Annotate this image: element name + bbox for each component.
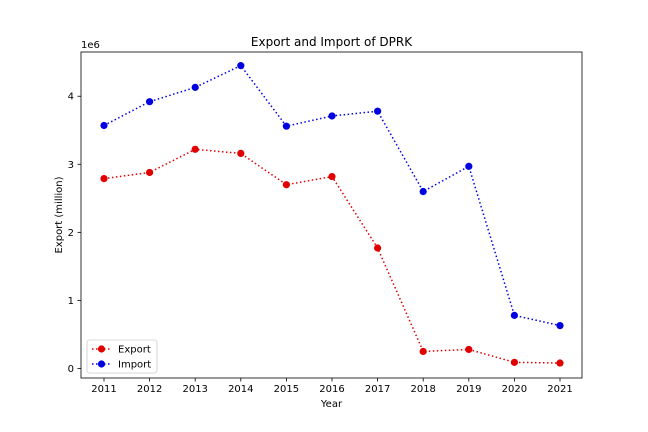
y-tick-label: 4 — [68, 92, 74, 103]
y-tick-label: 2 — [68, 228, 74, 239]
legend-marker-export — [97, 345, 106, 353]
data-point-import — [237, 62, 245, 70]
plot-frame — [80, 51, 583, 379]
x-tick-label: 2021 — [547, 384, 572, 395]
x-tick-label: 2019 — [456, 384, 481, 395]
data-point-export — [328, 172, 336, 181]
data-point-import — [374, 107, 382, 115]
data-point-export — [374, 244, 382, 252]
y-tick-label: 3 — [68, 160, 74, 171]
chart-title: Export and Import of DPRK — [251, 35, 413, 49]
x-tick-label: 2016 — [319, 384, 344, 395]
legend-label-export: Export — [118, 345, 151, 356]
data-point-import — [328, 112, 336, 120]
data-point-export — [100, 174, 108, 183]
x-tick-label: 2018 — [410, 384, 435, 395]
plot-area: 2011 2012 2013 2014 2015 2016 2017 2018 2019 2020… — [68, 51, 583, 395]
data-point-import — [282, 122, 290, 130]
data-point-import — [146, 98, 154, 106]
legend-marker-import — [97, 360, 106, 368]
x-tick-label: 2014 — [228, 384, 253, 395]
y-offset-label: 1e6 — [81, 40, 100, 51]
data-point-export — [465, 345, 473, 354]
data-point-import — [556, 321, 564, 330]
data-point-import — [465, 162, 473, 170]
x-tick-label: 2011 — [91, 384, 116, 395]
y-tick-label: 0 — [68, 364, 74, 375]
data-point-export — [282, 181, 290, 189]
x-tick-label: 2020 — [502, 384, 527, 395]
x-axis-label: Year — [320, 399, 343, 410]
data-point-import — [419, 187, 427, 196]
data-point-export — [237, 149, 245, 158]
legend: Export Import — [86, 339, 158, 374]
data-point-export — [419, 347, 427, 356]
data-point-export — [510, 358, 518, 366]
data-point-import — [191, 83, 199, 91]
data-point-export — [556, 359, 564, 367]
x-tick-label: 2012 — [137, 384, 162, 395]
legend-label-import: Import — [118, 360, 151, 371]
data-point-export — [146, 168, 154, 177]
x-tick-label: 2015 — [274, 384, 299, 395]
data-point-import — [510, 311, 518, 319]
y-axis-label: Export (million) — [54, 176, 65, 253]
y-tick-label: 1 — [68, 296, 74, 307]
data-point-import — [100, 121, 108, 130]
x-tick-label: 2013 — [182, 384, 207, 395]
x-tick-label: 2017 — [365, 384, 390, 395]
data-point-export — [191, 145, 199, 153]
